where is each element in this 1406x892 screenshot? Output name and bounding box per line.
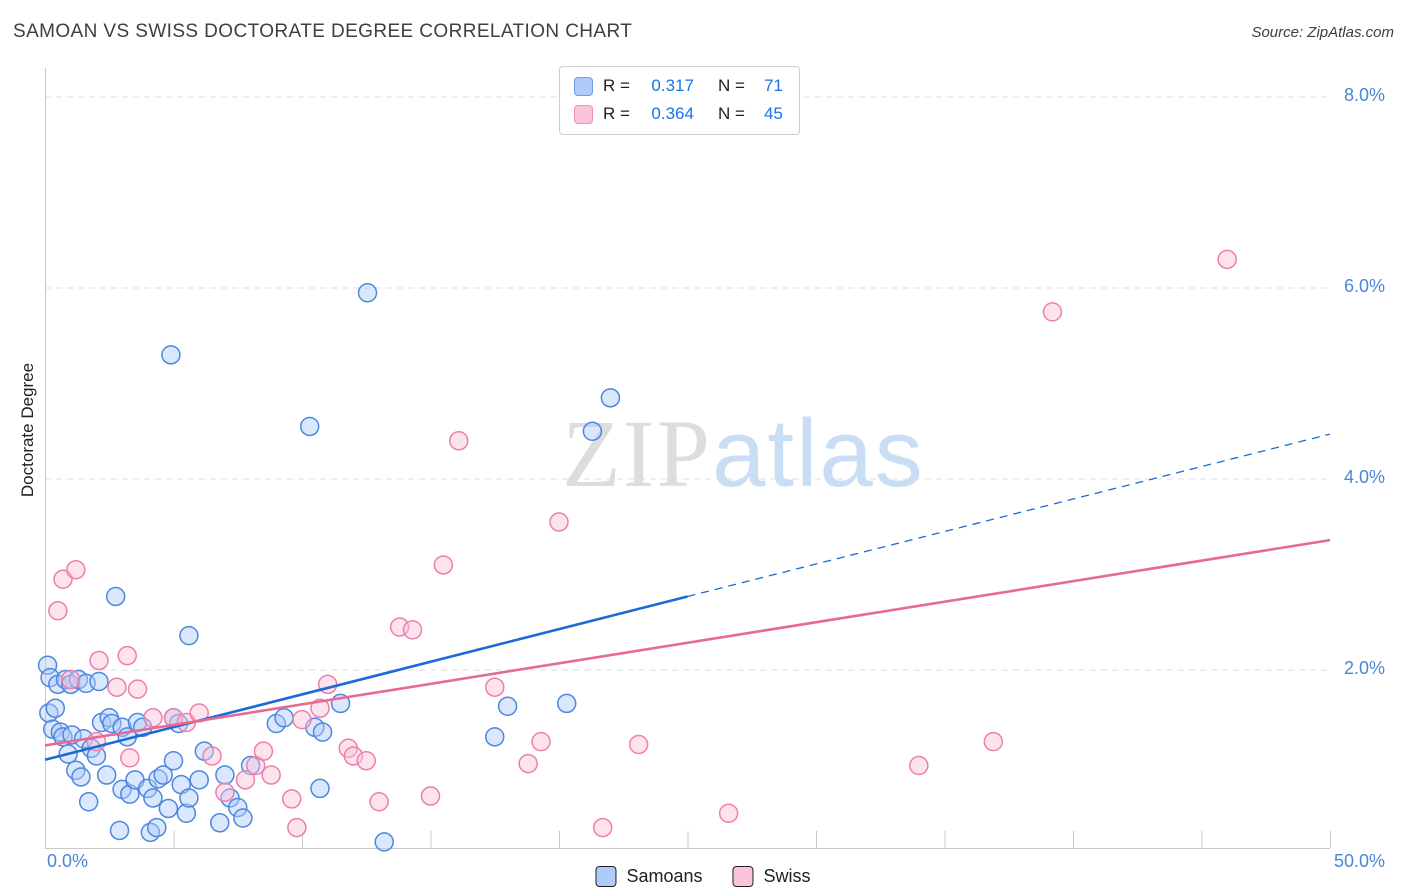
x-axis-max-label: 50.0%: [1334, 851, 1386, 871]
legend-label-samoans: Samoans: [626, 866, 703, 886]
n-label: N =: [717, 104, 745, 123]
swiss-swatch-icon: [574, 104, 593, 124]
y-tick-label-6: 6.0%: [1344, 276, 1386, 296]
y-axis-title: Doctorate Degree: [18, 362, 37, 498]
legend-row-samoans: R = 0.317 N = 71: [574, 76, 783, 96]
svg-text:ZIPatlas: ZIPatlas: [562, 400, 925, 507]
legend-label-swiss: Swiss: [763, 866, 811, 886]
legend-row-swiss: R = 0.364 N = 45: [574, 104, 783, 124]
page-title: SAMOAN VS SWISS DOCTORATE DEGREE CORRELA…: [13, 21, 633, 42]
r-value: 0.317: [651, 76, 694, 95]
swiss-swatch-icon: [732, 866, 754, 887]
samoans-swatch-icon: [574, 76, 593, 96]
samoans-swatch-icon: [595, 866, 617, 887]
legend-item-swiss: Swiss: [732, 866, 811, 887]
y-tick-label-8: 8.0%: [1344, 85, 1386, 105]
y-tick-label-4: 4.0%: [1344, 467, 1386, 487]
correlation-legend-box: R = 0.317 N = 71 R = 0.364 N = 45: [559, 66, 800, 135]
x-axis-min-label: 0.0%: [47, 851, 89, 871]
n-label: N =: [717, 76, 745, 95]
n-value: 71: [763, 76, 783, 95]
y-tick-label-2: 2.0%: [1344, 658, 1386, 678]
r-label: R =: [603, 76, 630, 95]
series-legend: Samoans Swiss: [585, 864, 821, 889]
r-label: R =: [603, 104, 630, 123]
legend-item-samoans: Samoans: [595, 866, 703, 887]
source-attribution: Source: ZipAtlas.com: [1251, 24, 1394, 41]
n-value: 45: [763, 104, 783, 123]
r-value: 0.364: [651, 104, 694, 123]
